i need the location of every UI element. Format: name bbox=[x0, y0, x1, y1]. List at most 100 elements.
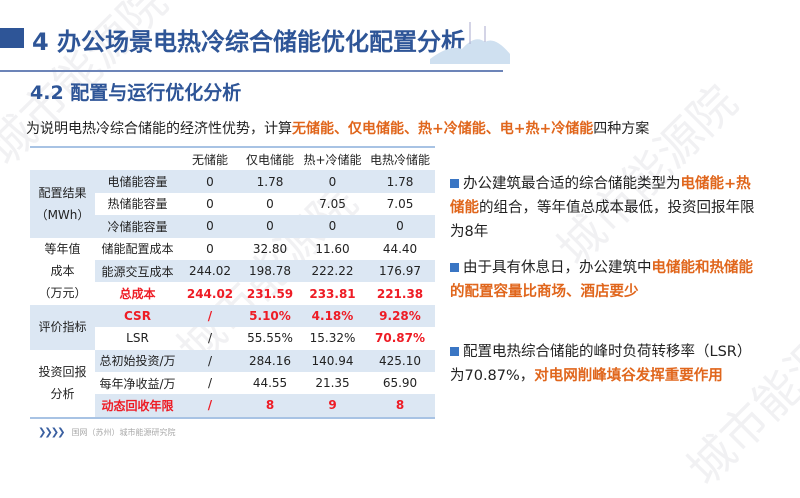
table-cell: 244.02 bbox=[186, 286, 234, 301]
table-cell: 7.05 bbox=[386, 196, 414, 211]
section-subtitle: 4.2 配置与运行优化分析 bbox=[30, 82, 242, 104]
table-row: 投资回报 分析 总初始投资/万/284.16 140.94 425.10 bbox=[30, 349, 435, 401]
table-cell: 15.32% bbox=[309, 331, 356, 346]
bullet-item: 配置电热综合储能的峰时负荷转移率（LSR）为70.87%，对电网削峰填谷发挥重要… bbox=[450, 340, 760, 388]
row-label: 总成本 bbox=[119, 287, 156, 302]
bullet-square-icon bbox=[450, 347, 459, 356]
table-cell: / bbox=[180, 349, 240, 372]
table-cell: 425.10 bbox=[365, 349, 435, 372]
table-cell: 65.90 bbox=[382, 376, 418, 391]
table-cell: 284.16 bbox=[240, 349, 300, 372]
table-cell: / bbox=[180, 394, 240, 418]
table-cell: 231.59 bbox=[246, 286, 294, 301]
table-cell: 9.28% bbox=[365, 304, 435, 328]
column-header: 电热冷储能 bbox=[369, 152, 430, 167]
bullet-text: 的组合，等年值总成本最低，投资回报年限为8年 bbox=[450, 200, 755, 240]
table-cell: 44.40 bbox=[382, 241, 418, 256]
table-row: 总成本 244.02 231.59 233.81 221.38 bbox=[30, 282, 435, 304]
bullet-item: 办公建筑最合适的综合储能类型为电储能+热储能的组合，等年值总成本最低，投资回报年… bbox=[450, 172, 760, 244]
table-header-row: 无储能 仅电储能 热+冷储能 电热冷储能 bbox=[30, 147, 435, 170]
table-cell: 0 bbox=[180, 215, 240, 238]
header-blank bbox=[30, 147, 95, 170]
intro-prefix: 为说明电热冷综合储能的经济性优势，计算 bbox=[26, 121, 292, 137]
table-cell: 21.35 bbox=[315, 376, 350, 391]
table-cell: 0 bbox=[300, 170, 365, 193]
table-cell: 7.05 bbox=[319, 196, 346, 211]
intro-highlight: 无储能、仅电储能、热+冷储能、电+热+冷储能 bbox=[292, 121, 594, 137]
group-label: 等年值 成本 （万元） bbox=[38, 242, 87, 301]
table-cell: 140.94 bbox=[300, 349, 365, 372]
table-row: 配置结果 （MWh） 电储能容量 0 1.78 0 1.78 bbox=[30, 170, 435, 238]
table-cell: / bbox=[207, 331, 213, 346]
table-cell: / bbox=[180, 304, 240, 328]
row-label: 能源交互成本 bbox=[95, 259, 180, 283]
table-row: 能源交互成本 244.02 198.78 222.22 176.97 bbox=[30, 259, 435, 283]
table-cell: 9 bbox=[300, 394, 365, 418]
bullet-text: 电储能+热储能 bbox=[450, 176, 751, 216]
column-header: 热+冷储能 bbox=[303, 152, 362, 167]
intro-suffix: 四种方案 bbox=[593, 121, 650, 137]
bullet-square-icon bbox=[450, 179, 459, 188]
table-row: 等年值 成本 （万元） 储能配置成本 0 32.80 11.60 44.40 bbox=[30, 238, 435, 300]
row-label: 电储能容量 bbox=[95, 170, 180, 193]
bullet-text: 配置电热综合储能的峰时负荷转移率（LSR）为70.87%， bbox=[450, 344, 752, 384]
bullet-item: 由于具有休息日，办公建筑中电储能和热储能的配置容量比商场、酒店要少 bbox=[450, 256, 760, 304]
table-cell: 198.78 bbox=[240, 259, 300, 283]
table-cell: 8 bbox=[240, 394, 300, 418]
table-cell: / bbox=[207, 376, 213, 391]
intro-text: 为说明电热冷综合储能的经济性优势，计算无储能、仅电储能、热+冷储能、电+热+冷储… bbox=[26, 118, 649, 138]
table-row: 动态回收年限/8 9 8 bbox=[30, 394, 435, 418]
watermark: 城市能源院 bbox=[676, 294, 800, 496]
column-header: 仅电储能 bbox=[245, 152, 294, 167]
table-cell: 4.18% bbox=[300, 304, 365, 328]
footer-text: 国网（苏州）城市能源研究院 bbox=[71, 428, 176, 437]
table-cell: 0 bbox=[206, 196, 214, 211]
table-cell: 5.10% bbox=[240, 304, 300, 328]
table-cell: 0 bbox=[300, 215, 365, 238]
table-cell: 233.81 bbox=[309, 286, 356, 301]
bullet-text: 办公建筑最合适的综合储能类型为 bbox=[463, 176, 681, 192]
row-label: 动态回收年限 bbox=[95, 394, 180, 418]
group-label: 投资回报 分析 bbox=[38, 365, 87, 402]
bullet-text: 由于具有休息日，办公建筑中 bbox=[463, 260, 652, 276]
table-cell: 176.97 bbox=[365, 259, 435, 283]
row-label: 储能配置成本 bbox=[101, 242, 174, 257]
group-label: 评价指标 bbox=[30, 304, 95, 350]
table-cell: 221.38 bbox=[376, 286, 424, 301]
table-row: 冷储能容量 0 0 0 0 bbox=[30, 215, 435, 238]
footer: ❯❯❯❯ 国网（苏州）城市能源研究院 bbox=[38, 427, 176, 438]
table-row: 评价指标 CSR/5.10% 4.18% 9.28% bbox=[30, 304, 435, 350]
row-label: 总初始投资/万 bbox=[95, 349, 180, 372]
row-label: LSR bbox=[126, 331, 149, 346]
slide-title: 4 办公场景电热冷综合储能优化配置分析 bbox=[32, 28, 466, 56]
table-cell: 244.02 bbox=[180, 259, 240, 283]
bullet-text: 电储能和热储能的配置容量比商场、酒店要少 bbox=[450, 260, 753, 300]
table-row: 热储能容量 0 0 7.05 7.05 bbox=[30, 193, 435, 215]
title-accent-bar bbox=[0, 28, 24, 48]
row-label: CSR bbox=[95, 304, 180, 328]
row-label: 热储能容量 bbox=[107, 197, 168, 212]
comparison-table: 无储能 仅电储能 热+冷储能 电热冷储能配置结果 （MWh） 电储能容量 0 1.78 0 1.7… bbox=[30, 146, 435, 419]
group-label: 配置结果 （MWh） bbox=[30, 170, 95, 238]
table-cell: 32.80 bbox=[252, 241, 288, 256]
bullet-text: 对电网削峰填谷发挥重要作用 bbox=[534, 368, 723, 384]
table-cell: 0 bbox=[365, 215, 435, 238]
table-row: 每年净收益/万 / 44.55 21.35 65.90 bbox=[30, 372, 435, 394]
bullet-square-icon bbox=[450, 263, 459, 272]
table-cell: 8 bbox=[365, 394, 435, 418]
table-cell: 0 bbox=[206, 241, 214, 256]
column-header: 无储能 bbox=[191, 152, 228, 167]
table-cell: 70.87% bbox=[375, 331, 425, 346]
table-row: LSR / 55.55% 15.32% 70.87% bbox=[30, 327, 435, 349]
header-blank bbox=[95, 147, 180, 170]
row-label: 冷储能容量 bbox=[95, 215, 180, 238]
table-cell: 222.22 bbox=[300, 259, 365, 283]
table-cell: 11.60 bbox=[315, 241, 350, 256]
mountain-decoration-icon bbox=[430, 22, 510, 64]
table-cell: 55.55% bbox=[247, 331, 293, 346]
table-cell: 0 bbox=[240, 215, 300, 238]
table-cell: 44.55 bbox=[252, 376, 288, 391]
title-divider bbox=[0, 70, 503, 72]
row-label: 每年净收益/万 bbox=[99, 376, 176, 391]
table-cell: 0 bbox=[180, 170, 240, 193]
